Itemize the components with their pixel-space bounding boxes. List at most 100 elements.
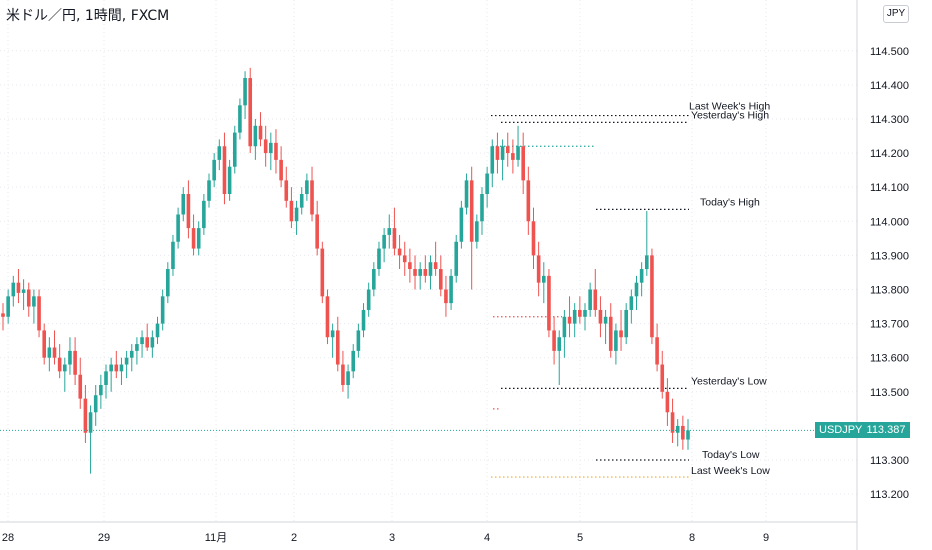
x-tick-label: 3 — [389, 532, 395, 544]
level-label: Today's High — [700, 196, 760, 208]
candle-body — [505, 146, 510, 154]
candle-body — [475, 221, 479, 242]
candle-body — [377, 248, 381, 270]
candle-body — [73, 350, 77, 375]
y-tick-label: 114.500 — [870, 46, 909, 58]
candle — [644, 211, 649, 276]
candle — [608, 303, 613, 358]
candle — [217, 139, 222, 171]
candle-body — [191, 228, 196, 249]
currency-button[interactable]: JPY — [883, 5, 909, 23]
candle — [351, 344, 356, 379]
candle-body — [335, 330, 340, 365]
candle-body — [438, 269, 443, 290]
candle — [202, 194, 206, 235]
candle-body — [361, 309, 366, 331]
candle-body — [547, 275, 551, 331]
candle-body — [444, 289, 448, 304]
y-tick-label: 113.700 — [870, 319, 909, 331]
y-axis[interactable]: 114.500 114.400 114.300 114.200 114.100 114.0… — [870, 46, 909, 501]
candle-body — [315, 214, 319, 249]
candle — [114, 350, 119, 379]
candle-body — [320, 248, 325, 297]
candle — [289, 187, 294, 229]
candle-body — [593, 289, 598, 310]
candle-body — [104, 371, 108, 385]
candle-body — [598, 309, 603, 324]
candle — [562, 309, 567, 358]
candle-body — [16, 282, 21, 293]
level-label: Last Week's Low — [691, 465, 770, 477]
candle-body — [310, 180, 314, 215]
candle — [145, 323, 150, 351]
candle — [557, 330, 562, 385]
candle-body — [176, 214, 180, 242]
y-tick-label: 114.000 — [870, 216, 909, 228]
x-axis[interactable]: 28 29 11月 2 3 4 5 8 9 — [2, 532, 769, 544]
last-price-tag: 113.387 — [862, 422, 910, 439]
level-label: Last Week's High — [689, 101, 770, 113]
candle — [614, 323, 618, 365]
candle-body — [258, 125, 263, 140]
candle-body — [160, 296, 165, 324]
candle-body — [284, 180, 289, 201]
candle-body — [480, 194, 484, 222]
candle-body — [114, 364, 119, 372]
symbol-tag: USDJPY — [815, 422, 867, 439]
candle-body — [454, 241, 459, 276]
candle-body — [526, 180, 531, 222]
candle — [37, 289, 41, 338]
candle — [248, 67, 253, 154]
x-tick-label: 9 — [763, 532, 769, 544]
candle-body — [181, 194, 186, 215]
candle-body — [614, 330, 618, 351]
candle-body — [578, 309, 582, 317]
candle — [366, 282, 371, 317]
y-tick-label: 114.300 — [870, 114, 909, 126]
candle-body — [567, 316, 572, 324]
candle — [253, 118, 258, 160]
candle — [129, 344, 134, 372]
candle — [536, 241, 541, 297]
candle — [294, 200, 299, 235]
y-tick-label: 113.800 — [870, 284, 909, 296]
candle-body — [495, 146, 500, 160]
candle — [392, 207, 397, 256]
candle-body — [449, 275, 453, 304]
candle — [372, 262, 376, 297]
candle-body — [202, 200, 206, 229]
candle — [57, 344, 62, 379]
candle — [243, 71, 247, 119]
candle — [124, 350, 129, 379]
y-tick-label: 113.300 — [870, 455, 909, 467]
candle — [459, 200, 464, 249]
candle-body — [305, 180, 309, 194]
candle — [32, 289, 36, 324]
candle-body — [619, 330, 623, 338]
candle — [418, 262, 422, 290]
candle-body — [485, 173, 489, 194]
candle-body — [227, 166, 232, 194]
candle — [207, 173, 211, 208]
candle-body — [186, 194, 191, 229]
candle-body — [274, 142, 278, 160]
candle — [325, 289, 330, 345]
candle-body — [392, 228, 397, 249]
candle-body — [32, 296, 36, 307]
candle-body — [490, 146, 495, 174]
candle-body — [109, 364, 113, 372]
x-tick-label: 8 — [689, 532, 695, 544]
candle — [26, 282, 31, 317]
candle-body — [52, 347, 57, 358]
level-label: Today's Low — [702, 449, 760, 461]
candle — [397, 234, 402, 270]
candle-body — [330, 330, 335, 338]
y-tick-label: 114.400 — [870, 80, 909, 92]
candle — [485, 166, 489, 208]
candle-body — [47, 347, 52, 358]
candle — [469, 166, 474, 290]
candle — [505, 132, 510, 167]
candle-body — [428, 262, 433, 276]
candle — [675, 419, 680, 447]
